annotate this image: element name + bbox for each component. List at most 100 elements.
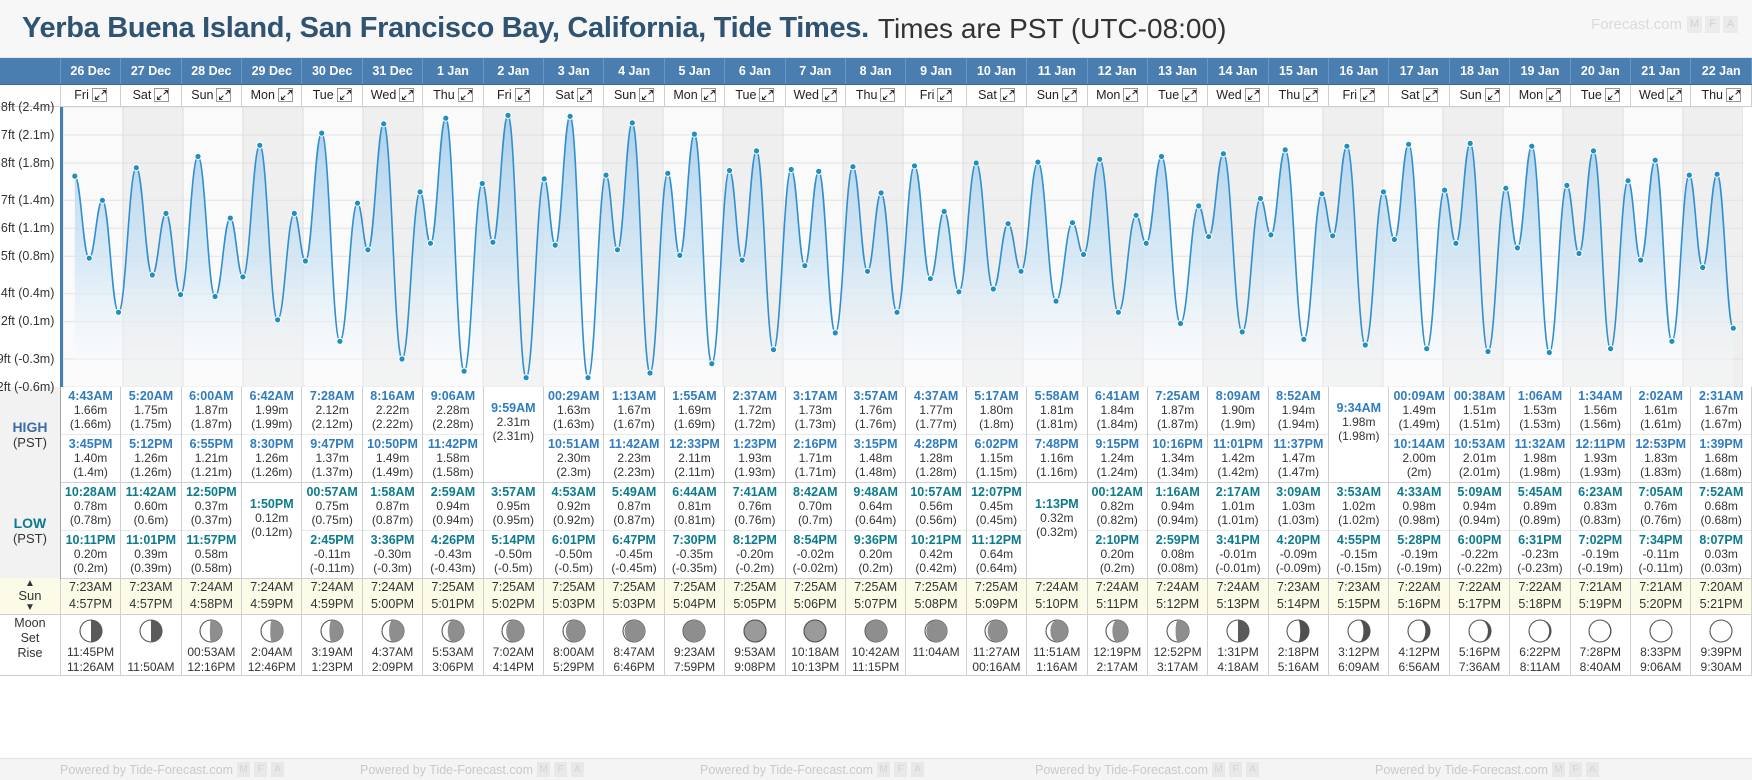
date-header-0[interactable]: 26 Dec bbox=[60, 58, 122, 85]
expand-icon[interactable] bbox=[1484, 88, 1500, 102]
tide-time: 9:48AM bbox=[853, 484, 898, 499]
expand-icon[interactable] bbox=[1667, 88, 1683, 102]
date-header-1[interactable]: 27 Dec bbox=[120, 58, 182, 85]
page-timezone: Times are PST (UTC-08:00) bbox=[877, 12, 1227, 44]
sun-cell-13: 7:25AM 5:07PM bbox=[845, 578, 907, 615]
tide-height-alt: (1.83m) bbox=[1640, 464, 1682, 479]
date-header-6[interactable]: 1 Jan bbox=[422, 58, 484, 85]
date-header-15[interactable]: 10 Jan bbox=[966, 58, 1028, 85]
expand-icon[interactable] bbox=[759, 88, 775, 102]
moon-phase-icon bbox=[1588, 618, 1612, 643]
expand-icon[interactable] bbox=[822, 88, 838, 102]
date-header-label: 4 Jan bbox=[618, 63, 651, 78]
tide-height-alt: (1.76m) bbox=[854, 416, 897, 431]
date-header-23[interactable]: 18 Jan bbox=[1449, 58, 1511, 85]
tide-height: 0.75m bbox=[315, 498, 349, 513]
tide-chart[interactable] bbox=[60, 106, 1751, 387]
expand-icon[interactable] bbox=[880, 88, 896, 102]
date-header-8[interactable]: 3 Jan bbox=[543, 58, 605, 85]
expand-icon[interactable] bbox=[1725, 88, 1741, 102]
date-header-10[interactable]: 5 Jan bbox=[664, 58, 726, 85]
expand-icon[interactable] bbox=[1123, 88, 1139, 102]
expand-icon[interactable] bbox=[216, 88, 232, 102]
tide-time: 00:38AM bbox=[1453, 388, 1506, 403]
expand-icon[interactable] bbox=[1546, 88, 1562, 102]
high-tide-event: 12:33PM 2.11m (2.11m) bbox=[664, 433, 725, 482]
tide-height-alt: (1.15m) bbox=[975, 464, 1018, 479]
high-tide-cell-15: 5:17AM 1.80m (1.8m) 6:02PM 1.15m (1.15m) bbox=[966, 386, 1028, 483]
low-tide-cell-23: 5:09AM 0.94m (0.94m) 6:00PM -0.22m (-0.22m) bbox=[1449, 482, 1511, 579]
date-header-17[interactable]: 12 Jan bbox=[1087, 58, 1148, 85]
date-header-26[interactable]: 21 Jan bbox=[1630, 58, 1692, 85]
date-header-2[interactable]: 28 Dec bbox=[181, 58, 243, 85]
high-tide-cell-9: 1:13AM 1.67m (1.67m) 11:42AM 2.23m (2.23m) bbox=[603, 386, 665, 483]
sunset-time: 4:58PM bbox=[189, 597, 233, 611]
date-header-14[interactable]: 9 Jan bbox=[905, 58, 967, 85]
low-tide-event: 3:41PM -0.01m (-0.01m) bbox=[1208, 529, 1268, 578]
date-header-18[interactable]: 13 Jan bbox=[1147, 58, 1209, 85]
expand-icon[interactable] bbox=[399, 88, 415, 102]
y-axis-tick-9: -2ft (-0.6m) bbox=[0, 379, 55, 394]
date-header-4[interactable]: 30 Dec bbox=[301, 58, 363, 85]
date-header-20[interactable]: 15 Jan bbox=[1268, 58, 1330, 85]
expand-icon[interactable] bbox=[1182, 88, 1198, 102]
tide-height-alt: (1.56m) bbox=[1579, 416, 1622, 431]
tide-height-alt: (-0.2m) bbox=[735, 560, 775, 575]
date-header-25[interactable]: 20 Jan bbox=[1570, 58, 1632, 85]
expand-icon[interactable] bbox=[1244, 88, 1260, 102]
expand-icon[interactable] bbox=[457, 88, 473, 102]
tide-height: 1.42m bbox=[1221, 450, 1255, 465]
tide-height: -0.43m bbox=[434, 546, 472, 561]
date-header-9[interactable]: 4 Jan bbox=[603, 58, 665, 85]
date-header-13[interactable]: 8 Jan bbox=[845, 58, 907, 85]
sun-cell-6: 7:25AM 5:01PM bbox=[422, 578, 484, 615]
expand-icon[interactable] bbox=[577, 88, 593, 102]
date-header-19[interactable]: 14 Jan bbox=[1207, 58, 1269, 85]
tide-height: 1.01m bbox=[1221, 498, 1255, 513]
expand-icon[interactable] bbox=[639, 88, 655, 102]
tide-time: 11:57PM bbox=[186, 532, 237, 547]
sunset-time: 4:57PM bbox=[69, 597, 113, 611]
date-header-22[interactable]: 17 Jan bbox=[1388, 58, 1450, 85]
expand-icon[interactable] bbox=[1303, 88, 1319, 102]
tide-time: 1:06AM bbox=[1517, 388, 1563, 403]
date-header-label: 12 Jan bbox=[1097, 63, 1137, 78]
expand-icon[interactable] bbox=[1360, 88, 1376, 102]
tide-height-alt: (-0.02m) bbox=[792, 560, 838, 575]
date-header-3[interactable]: 29 Dec bbox=[241, 58, 303, 85]
expand-icon[interactable] bbox=[514, 88, 530, 102]
date-header-16[interactable]: 11 Jan bbox=[1026, 58, 1088, 85]
tide-height-alt: (1.01m) bbox=[1217, 512, 1259, 527]
moon-set-time: 00:53AM bbox=[187, 644, 236, 659]
expand-icon[interactable] bbox=[1061, 88, 1077, 102]
expand-icon[interactable] bbox=[1422, 88, 1438, 102]
date-header-7[interactable]: 2 Jan bbox=[483, 58, 545, 85]
expand-icon[interactable] bbox=[700, 88, 716, 102]
expand-icon[interactable] bbox=[336, 88, 352, 102]
footer-watermark-5: Powered by Tide-Forecast.com M F A bbox=[1375, 762, 1599, 777]
tide-time: 3:17AM bbox=[793, 388, 838, 403]
tide-time: 7:30PM bbox=[672, 532, 717, 547]
date-header-5[interactable]: 31 Dec bbox=[362, 58, 424, 85]
expand-icon[interactable] bbox=[91, 88, 107, 102]
sunset-time: 4:57PM bbox=[129, 597, 173, 611]
low-tide-event: 11:42AM 0.60m (0.6m) bbox=[121, 483, 180, 530]
date-header-11[interactable]: 6 Jan bbox=[724, 58, 786, 85]
expand-icon[interactable] bbox=[277, 88, 293, 102]
date-header-21[interactable]: 16 Jan bbox=[1328, 58, 1390, 85]
expand-icon[interactable] bbox=[999, 88, 1015, 102]
expand-icon[interactable] bbox=[937, 88, 953, 102]
high-tide-event: 3:15PM 1.48m (1.48m) bbox=[845, 433, 906, 482]
tide-height: 1.75m bbox=[134, 402, 168, 417]
date-header-27[interactable]: 22 Jan bbox=[1690, 58, 1752, 85]
tide-time: 6:42AM bbox=[249, 388, 294, 403]
low-tide-event: 3:53AM 1.02m (1.02m) bbox=[1329, 483, 1388, 530]
expand-icon[interactable] bbox=[1604, 88, 1620, 102]
chart-plot-area[interactable] bbox=[60, 106, 1751, 387]
tide-time: 00:12AM bbox=[1091, 484, 1143, 499]
tide-height-alt: (-0.3m) bbox=[373, 560, 412, 575]
date-header-12[interactable]: 7 Jan bbox=[785, 58, 846, 85]
footer-watermark-1: Powered by Tide-Forecast.com M F A bbox=[60, 762, 284, 777]
date-header-24[interactable]: 19 Jan bbox=[1509, 58, 1571, 85]
expand-icon[interactable] bbox=[154, 88, 170, 102]
